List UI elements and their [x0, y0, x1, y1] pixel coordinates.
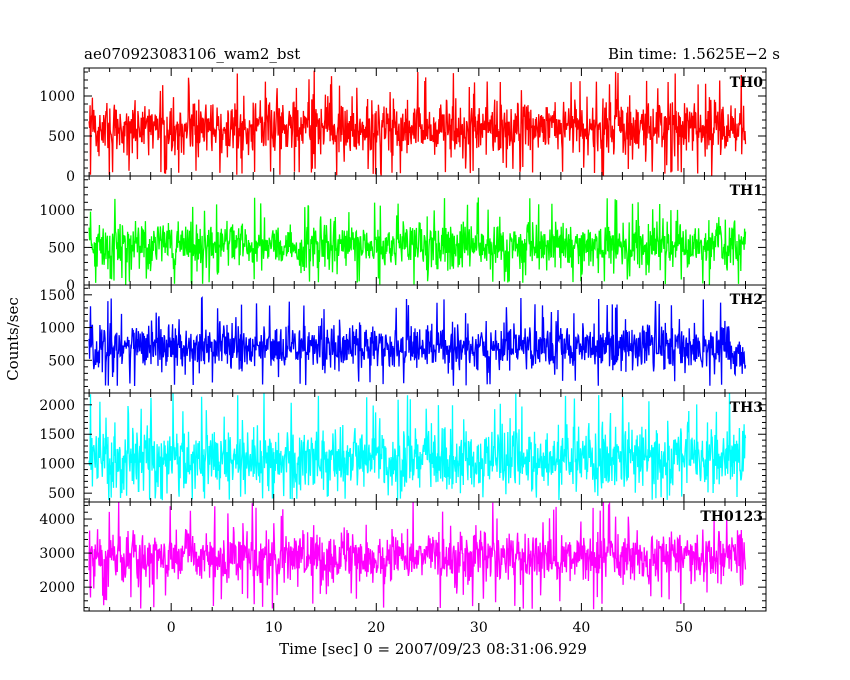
y-tick-label: 0 — [66, 169, 75, 185]
panel-th1: 0 500 1000 TH1 — [39, 175, 767, 294]
x-axis-label: Time [sec] 0 = 2007/09/23 08:31:06.929 — [279, 640, 587, 658]
y-tick-label: 500 — [48, 129, 75, 145]
x-tick-label: 0 — [167, 620, 176, 636]
panel-label: TH2 — [730, 292, 763, 308]
bin-time-label: Bin time: 1.5625E−2 s — [608, 45, 780, 63]
y-tick-label: 2000 — [39, 398, 75, 414]
panel-th2: 500 1000 1500 TH2 — [39, 284, 767, 394]
y-axis-label: Counts/sec — [4, 297, 22, 381]
series-line-th3 — [88, 393, 747, 501]
x-tick-label: 10 — [265, 620, 283, 636]
y-tick-label: 1000 — [39, 203, 75, 219]
y-tick-label: 2000 — [39, 580, 75, 596]
x-tick-label: 40 — [572, 620, 590, 636]
y-tick-label: 1000 — [39, 89, 75, 105]
y-tick-label: 1500 — [39, 427, 75, 443]
y-tick-label: 500 — [48, 486, 75, 502]
panel-th3: 500 1000 1500 2000 TH3 — [39, 392, 767, 503]
panel-th0123: 2000 3000 4000 TH0123 — [39, 501, 767, 612]
series-line-th1 — [88, 197, 747, 285]
chart-title: ae070923083106_wam2_bst — [84, 45, 300, 63]
panel-th0: 0 500 1000 TH0 — [39, 67, 767, 185]
y-tick-label: 0 — [66, 278, 75, 294]
x-tick-label: 50 — [675, 620, 693, 636]
panel-label: TH0 — [730, 75, 764, 91]
y-tick-label: 500 — [48, 353, 75, 369]
series-line-th0123 — [88, 502, 747, 610]
y-tick-label: 4000 — [39, 512, 75, 528]
panel-frame — [83, 501, 767, 612]
y-tick-label: 1000 — [39, 321, 75, 337]
x-tick-label: 30 — [470, 620, 488, 636]
series-line-th2 — [88, 296, 747, 387]
y-tick-label: 500 — [48, 240, 75, 256]
series-line-th0 — [88, 70, 747, 176]
x-tick-labels: 0 10 20 30 40 50 — [167, 620, 693, 636]
panel-label: TH0123 — [700, 509, 763, 525]
panel-label: TH3 — [730, 400, 763, 416]
y-tick-label: 3000 — [39, 546, 75, 562]
y-tick-label: 1000 — [39, 457, 75, 473]
x-tick-label: 20 — [367, 620, 385, 636]
y-tick-label: 1500 — [39, 288, 75, 304]
panel-label: TH1 — [730, 183, 763, 199]
